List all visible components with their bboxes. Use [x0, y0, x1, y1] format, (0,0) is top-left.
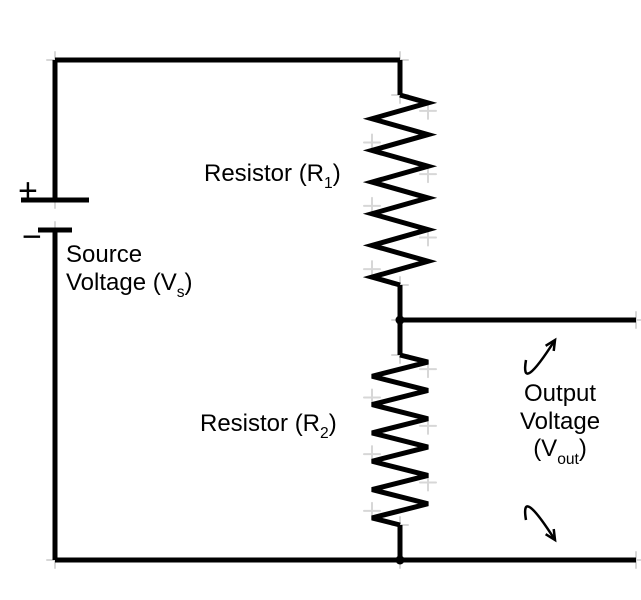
battery-minus-sign: −: [22, 218, 42, 257]
battery-plus-sign: +: [18, 172, 38, 211]
source-voltage-label: Source Voltage (Vs): [66, 241, 193, 300]
voltage-divider-diagram: + − Source Voltage (Vs) Resistor (R1) Re…: [0, 0, 641, 600]
resistor-r1-label: Resistor (R1): [204, 160, 341, 192]
resistor-r2-label: Resistor (R2): [200, 410, 337, 442]
output-voltage-label: Output Voltage (Vout): [520, 380, 600, 467]
